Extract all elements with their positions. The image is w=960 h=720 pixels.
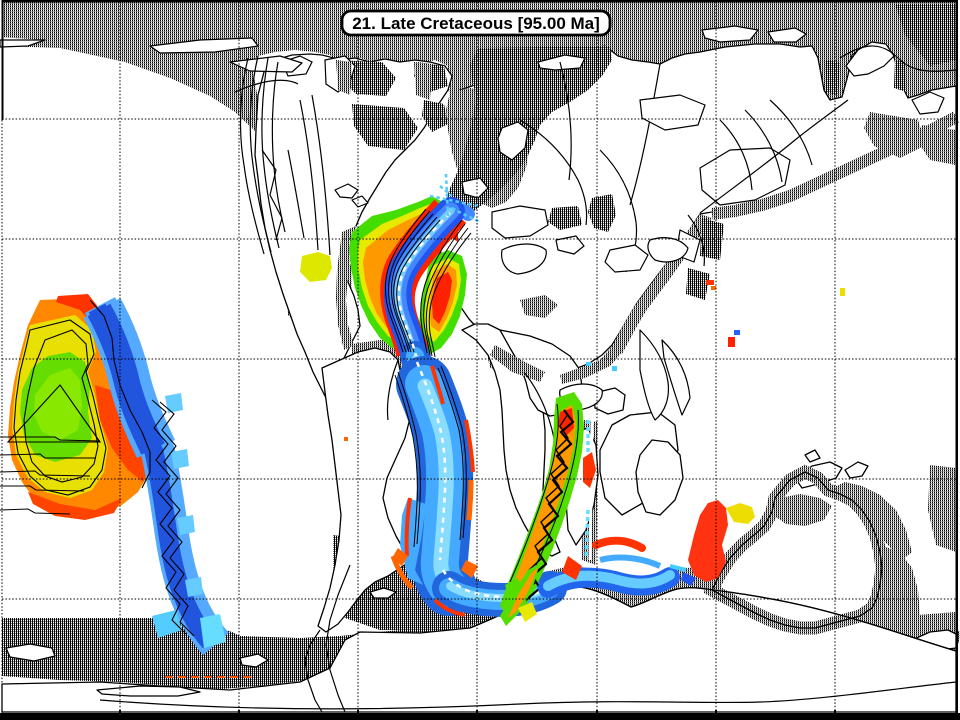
svg-text:21. Late Cretaceous [95.00 Ma]: 21. Late Cretaceous [95.00 Ma] [352, 14, 600, 33]
